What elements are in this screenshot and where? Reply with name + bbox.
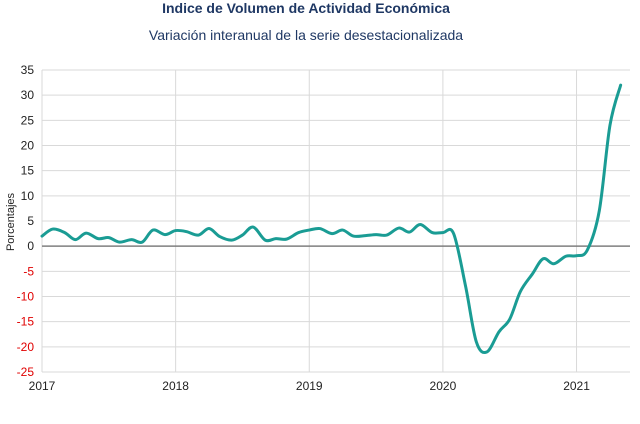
x-axis-ticks: 2017 2018 2019 2020 2021 <box>29 379 591 393</box>
y-tick-label: -10 <box>17 290 35 304</box>
x-tick-label: 2020 <box>430 379 457 393</box>
y-tick-label: 25 <box>21 113 35 127</box>
y-tick-label: -15 <box>17 315 35 329</box>
y-axis-ticks: 35 30 25 20 15 10 5 0 -5 -10 -15 -20 -25 <box>17 63 35 379</box>
x-tick-label: 2017 <box>29 379 56 393</box>
y-tick-label: 5 <box>27 214 34 228</box>
chart-title: Indice de Volumen de Actividad Económica <box>162 0 450 16</box>
y-tick-label: 0 <box>27 239 34 253</box>
y-tick-label: -5 <box>23 264 34 278</box>
y-tick-label: 15 <box>21 164 35 178</box>
series-line <box>40 83 623 355</box>
series-layer <box>40 83 623 355</box>
grid-lines <box>41 69 630 373</box>
x-tick-label: 2019 <box>296 379 323 393</box>
x-tick-label: 2018 <box>162 379 189 393</box>
y-tick-label: -25 <box>17 365 35 379</box>
x-tick-label: 2021 <box>563 379 590 393</box>
y-tick-label: 35 <box>21 63 35 77</box>
y-tick-label: 10 <box>21 189 35 203</box>
y-tick-label: -20 <box>17 340 35 354</box>
y-axis-label: Porcentajes <box>5 192 17 251</box>
y-tick-label: 20 <box>21 139 35 153</box>
y-tick-label: 30 <box>21 88 35 102</box>
chart-subtitle: Variación interanual de la serie desesta… <box>148 27 464 43</box>
